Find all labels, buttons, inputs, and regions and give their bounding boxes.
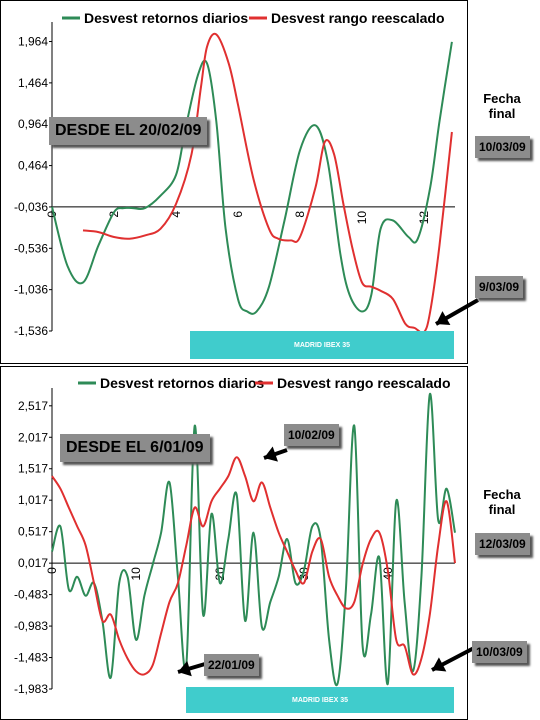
chart-top-x-tick-label: 6: [231, 211, 245, 218]
end-date-label-top: Fecha final: [470, 91, 534, 121]
chart-bottom-y-tick-label: -1,483: [14, 651, 48, 665]
chart-top-y-tick-label: -1,536: [14, 324, 48, 338]
ibex-banner-bottom: MADRID IBEX 35: [186, 687, 454, 713]
ibex-banner-top-label: MADRID IBEX 35: [293, 341, 350, 349]
chart-top-x-tick-label: 0: [45, 211, 59, 218]
end-date-box-top: 10/03/09: [475, 136, 530, 158]
start-date-bottom: DESDE EL 6/01/09: [66, 439, 204, 456]
chart-top-x-tick-label: 10: [355, 211, 369, 225]
chart-bottom-series-line-retornos: [51, 393, 456, 687]
chart-top-y-tick-label: 0,464: [18, 159, 48, 173]
end-date-label-top-line2: final: [488, 106, 516, 121]
annotation-box-bottom-1: 10/02/09: [284, 424, 339, 446]
arrow-bottom-1: [263, 446, 288, 462]
chart-bottom-legend-label: Desvest rango reescalado: [277, 375, 451, 391]
end-date-top: 10/03/09: [479, 140, 526, 154]
annotation-bottom-1: 10/02/09: [288, 428, 335, 442]
chart-bottom-y-tick-label: 0,517: [18, 525, 48, 539]
chart-bottom-y-tick-label: -1,983: [14, 682, 48, 696]
chart-top-y-tick-label: 0,964: [18, 117, 48, 131]
start-date-box-bottom: DESDE EL 6/01/09: [60, 434, 210, 462]
chart-bottom-y-tick-label: 2,017: [18, 430, 48, 444]
end-date-box-bottom: 12/03/09: [475, 533, 530, 555]
annotation-bottom-3: 10/03/09: [476, 645, 523, 659]
chart-bottom-y-tick-label: 0,017: [18, 556, 48, 570]
chart-top-y-tick-label: 1,464: [18, 76, 48, 90]
chart-top-y-tick-label: 1,964: [18, 35, 48, 49]
end-date-bottom: 12/03/09: [479, 537, 526, 551]
end-date-label-bottom-line1: Fecha: [483, 487, 521, 502]
chart-bottom-x-tick-label: 10: [129, 567, 143, 581]
chart-bottom-x-tick-label: 0: [45, 567, 59, 574]
chart-top-legend-label: Desvest retornos diarios: [84, 10, 248, 26]
chart-top-series-line-retornos: [51, 41, 453, 315]
chart-top-legend-item-retornos: Desvest retornos diarios: [62, 10, 248, 26]
chart-bottom-legend-item-rango: Desvest rango reescalado: [255, 375, 451, 391]
chart-top-legend-item-rango: Desvest rango reescalado: [249, 10, 445, 26]
chart-bottom-y-tick-label: -0,983: [14, 619, 48, 633]
ibex-banner-bottom-label: MADRID IBEX 35: [291, 696, 348, 704]
chart-bottom-legend-item-retornos: Desvest retornos diarios: [78, 375, 264, 391]
chart-top-y-tick-label: -0,036: [14, 200, 48, 214]
chart-top-x-tick-label: 2: [107, 211, 121, 218]
arrow-bottom-2: [177, 660, 206, 677]
chart-bottom-series-line-rango: [51, 456, 456, 676]
arrow-top-1: [435, 298, 479, 326]
chart-bottom-y-tick-label: -0,483: [14, 588, 48, 602]
annotation-box-bottom-3: 10/03/09: [472, 641, 527, 663]
end-date-label-bottom: Fecha final: [470, 487, 534, 517]
chart-top-x-tick-label: 8: [293, 211, 307, 218]
ibex-banner-top: MADRID IBEX 35: [190, 331, 454, 359]
start-date-top: DESDE EL 20/02/09: [55, 122, 202, 139]
chart-top-y-tick-label: -0,536: [14, 241, 48, 255]
chart-top-series-line-rango: [82, 32, 453, 334]
chart-bottom-y-tick-label: 2,517: [18, 399, 48, 413]
chart-top-legend-label: Desvest rango reescalado: [271, 10, 445, 26]
end-date-label-bottom-line2: final: [488, 502, 516, 517]
annotation-top-1: 9/03/09: [479, 280, 520, 294]
chart-bottom-y-tick-label: 1,017: [18, 493, 48, 507]
chart-bottom-legend-label: Desvest retornos diarios: [100, 375, 264, 391]
end-date-label-top-line1: Fecha: [483, 91, 521, 106]
annotation-box-bottom-2: 22/01/09: [204, 654, 259, 676]
chart-top-x-tick-label: 4: [169, 211, 183, 218]
arrow-bottom-3: [431, 646, 475, 672]
chart-top-y-tick-label: -1,036: [14, 283, 48, 297]
annotation-bottom-2: 22/01/09: [208, 658, 255, 672]
chart-bottom-y-tick-label: 1,517: [18, 462, 48, 476]
chart-panel-top: [0, 0, 468, 364]
start-date-box-top: DESDE EL 20/02/09: [49, 117, 208, 145]
annotation-box-top-1: 9/03/09: [475, 276, 524, 298]
